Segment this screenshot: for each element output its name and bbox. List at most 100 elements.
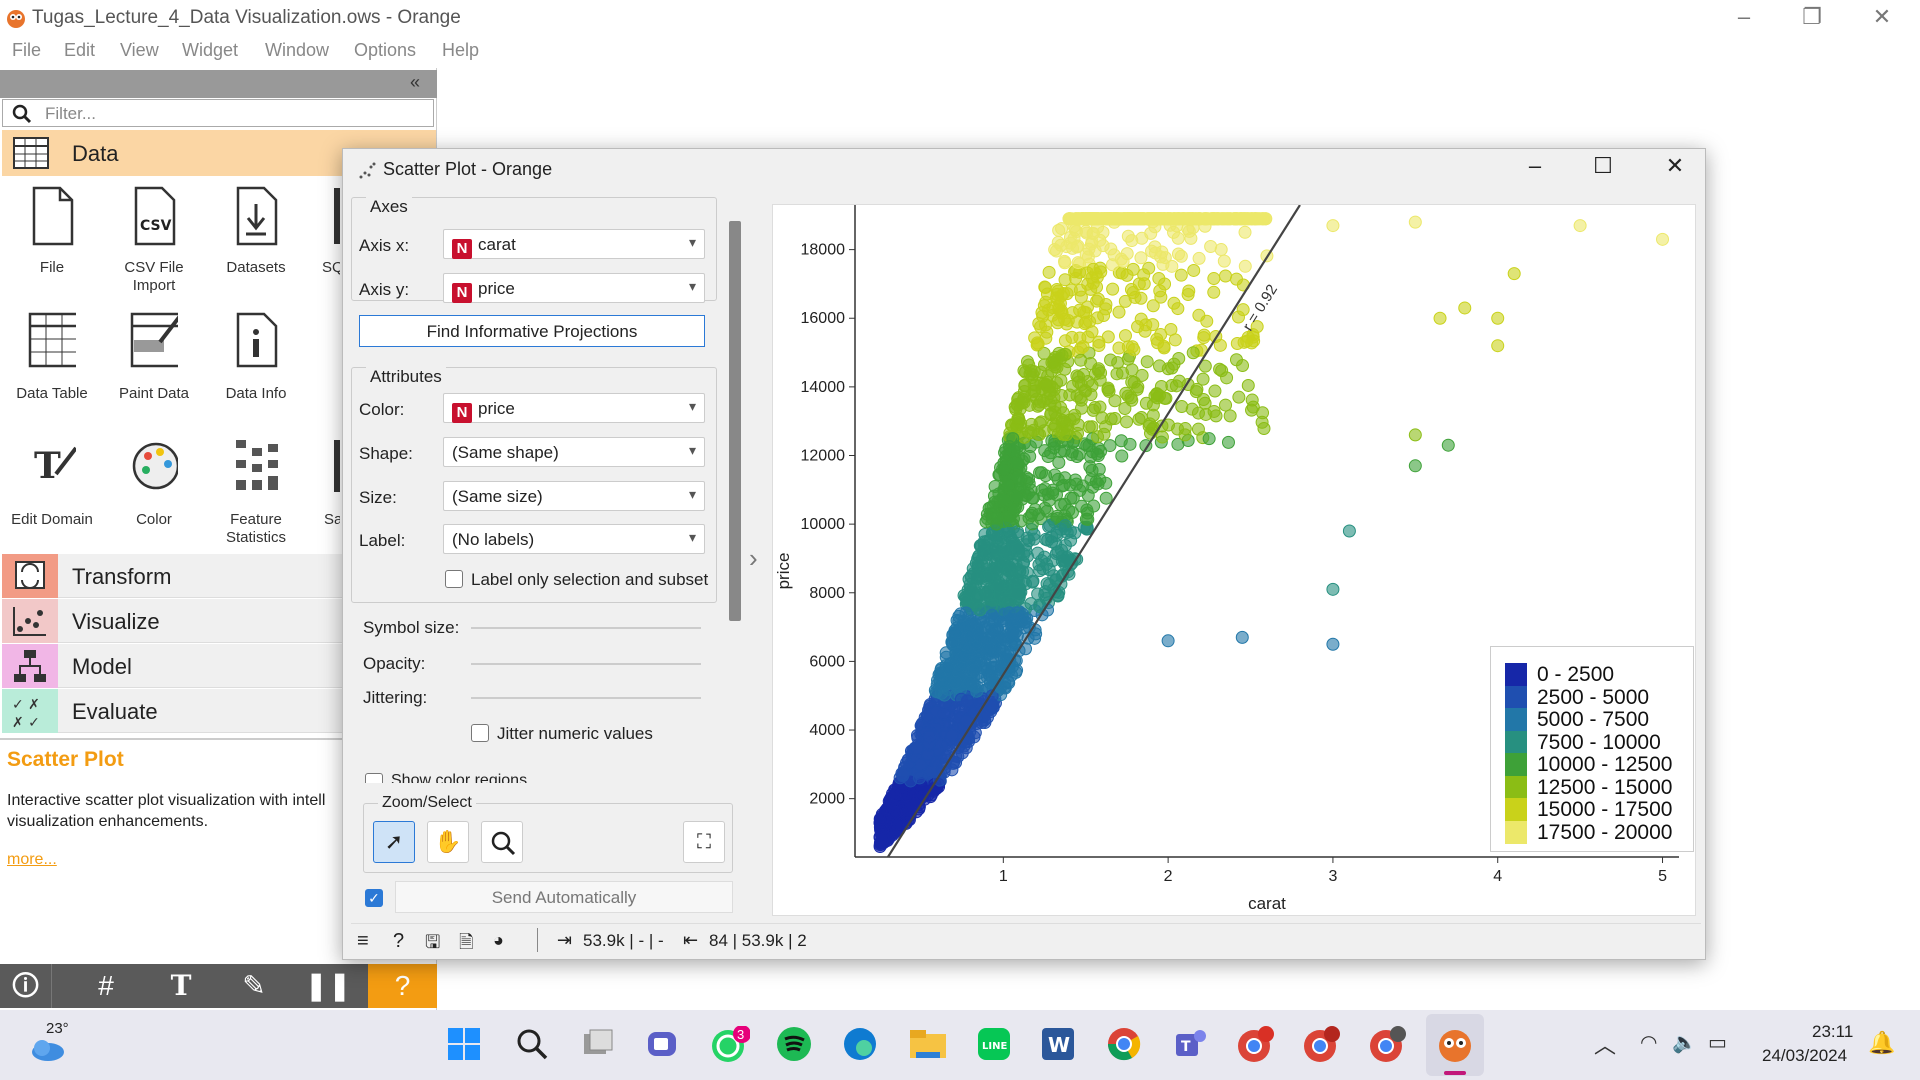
widget-edit-domain[interactable]: T Edit Domain — [2, 438, 102, 529]
chrome-profile-icon[interactable] — [1368, 1026, 1408, 1066]
menu-icon[interactable]: ≡ — [357, 930, 369, 952]
minimize-button[interactable]: – — [1737, 4, 1751, 29]
zoom-icon[interactable] — [481, 821, 523, 863]
scatter-plot-area[interactable]: 1 2 3 4 5 2000 4000 6000 8000 10000 12000 14000 1600… — [772, 204, 1696, 916]
widget-csv-file-import[interactable]: CSV CSV File Import — [104, 186, 204, 295]
taskbar: 23° 3 LINE W T ︿ ◠ 🔈 ▭ 23:11 24/03/2024 … — [0, 1010, 1920, 1080]
chevron-up-icon[interactable]: ︿ — [1594, 1033, 1617, 1058]
clock-date[interactable]: 24/03/2024 — [1762, 1046, 1848, 1065]
pan-hand-icon[interactable]: ✋ — [427, 821, 469, 863]
data-point — [1441, 438, 1455, 452]
chrome-icon[interactable] — [1106, 1026, 1142, 1062]
info-icon[interactable]: 🛈 — [0, 964, 52, 1008]
data-point — [930, 685, 944, 699]
title-bar: Tugas_Lecture_4_Data Visualization.ows -… — [0, 0, 1920, 36]
help-icon[interactable]: ? — [393, 930, 405, 952]
pause-icon[interactable]: ❚❚ — [304, 970, 352, 1001]
svg-text:T: T — [1181, 1039, 1191, 1055]
description-more-link[interactable]: more... — [7, 851, 57, 868]
windows-start-icon[interactable] — [446, 1026, 482, 1062]
minimize-button[interactable]: – — [1528, 153, 1542, 178]
word-icon[interactable]: W — [1040, 1026, 1076, 1062]
text-annotation-icon[interactable]: T — [170, 969, 192, 1002]
widget-save-data[interactable]: Sa — [300, 438, 340, 529]
menu-help[interactable]: Help — [442, 40, 480, 60]
battery-icon[interactable]: ▭ — [1708, 1032, 1727, 1054]
menu-file[interactable]: File — [12, 40, 42, 60]
menu-widget[interactable]: Widget — [182, 40, 239, 60]
orange-taskbar-button[interactable] — [1426, 1014, 1484, 1076]
chrome-profile-icon[interactable] — [1302, 1026, 1342, 1066]
select-pointer-icon[interactable]: ➚ — [373, 821, 415, 863]
show-color-regions-checkbox[interactable] — [365, 773, 383, 783]
collapse-controls-icon[interactable]: › — [749, 543, 758, 573]
reset-zoom-icon[interactable]: ⛶ — [683, 821, 725, 863]
data-point — [1058, 254, 1072, 268]
teams-icon[interactable]: T — [1172, 1026, 1208, 1062]
menu-view[interactable]: View — [120, 40, 159, 60]
jittering-slider[interactable] — [471, 697, 701, 699]
widget-datasets[interactable]: Datasets — [206, 186, 306, 277]
data-point — [1024, 426, 1038, 440]
jitter-numeric-checkbox[interactable] — [471, 724, 489, 742]
volume-icon[interactable]: 🔈 — [1672, 1032, 1697, 1054]
widget-color[interactable]: Color — [104, 438, 204, 529]
filter-input[interactable]: Filter... — [2, 99, 434, 127]
label-select[interactable]: (No labels) ▾ — [443, 524, 705, 554]
widget-data-table[interactable]: Data Table — [2, 312, 102, 403]
symbol-size-slider[interactable] — [471, 627, 701, 629]
data-point — [1238, 225, 1252, 239]
whatsapp-icon[interactable] — [710, 1026, 750, 1066]
data-point — [1069, 225, 1083, 239]
arrow-annotation-icon[interactable]: ✎ — [242, 970, 266, 1001]
widget-sql-table[interactable]: SQ — [300, 186, 340, 277]
opacity-slider[interactable] — [471, 663, 701, 665]
data-point — [1408, 428, 1422, 442]
collapse-panel-icon[interactable]: « — [410, 72, 421, 92]
size-select[interactable]: (Same size) ▾ — [443, 481, 705, 511]
find-informative-projections-button[interactable]: Find Informative Projections — [359, 315, 705, 347]
search-icon[interactable] — [514, 1026, 550, 1062]
close-button[interactable]: ✕ — [1872, 4, 1892, 29]
close-button[interactable]: ✕ — [1665, 153, 1685, 178]
menu-edit[interactable]: Edit — [64, 40, 96, 60]
wifi-icon[interactable]: ◠ — [1640, 1032, 1658, 1054]
weather-icon[interactable] — [28, 1030, 68, 1064]
shape-select[interactable]: (Same shape) ▾ — [443, 437, 705, 467]
report-icon[interactable]: 🗎 — [459, 932, 474, 952]
widget-data-info[interactable]: Data Info — [206, 312, 306, 403]
send-automatically-button[interactable]: Send Automatically — [395, 881, 733, 913]
save-icon[interactable]: 🖫 — [425, 932, 441, 952]
notification-icon[interactable]: 🔔 — [1868, 1030, 1896, 1055]
clock-time[interactable]: 23:11 — [1812, 1022, 1854, 1041]
send-auto-checkbox[interactable]: ✓ — [365, 889, 383, 907]
help-icon[interactable]: ? — [368, 964, 437, 1008]
numeric-icon: N — [452, 403, 472, 423]
data-point — [990, 510, 1004, 524]
widget-file[interactable]: File — [2, 186, 102, 277]
edge-browser-icon[interactable] — [842, 1026, 878, 1062]
spotify-icon[interactable] — [776, 1026, 812, 1062]
data-point — [1134, 291, 1148, 305]
menu-options[interactable]: Options — [354, 40, 417, 60]
teams-chat-icon[interactable] — [644, 1026, 680, 1062]
task-view-icon[interactable] — [580, 1026, 616, 1062]
data-point — [1214, 243, 1228, 257]
data-point — [1217, 254, 1231, 268]
grid-icon[interactable]: # — [98, 970, 114, 1001]
save-image-icon[interactable]: ◕ — [493, 930, 504, 950]
maximize-button[interactable]: ☐ — [1593, 153, 1613, 178]
menu-window[interactable]: Window — [265, 40, 330, 60]
scatter-chart[interactable]: 1 2 3 4 5 2000 4000 6000 8000 10000 12000 14000 1600… — [773, 204, 1697, 917]
widget-paint-data[interactable]: Paint Data — [104, 312, 204, 403]
label-only-selection-checkbox[interactable] — [445, 570, 463, 588]
widget-feature-statistics[interactable]: Feature Statistics — [206, 438, 306, 547]
file-explorer-icon[interactable] — [908, 1026, 948, 1062]
line-app-icon[interactable]: LINE — [976, 1026, 1012, 1062]
restore-button[interactable]: ❐ — [1802, 4, 1822, 29]
controls-scrollbar[interactable] — [729, 221, 741, 621]
chrome-profile-icon[interactable] — [1236, 1026, 1276, 1066]
